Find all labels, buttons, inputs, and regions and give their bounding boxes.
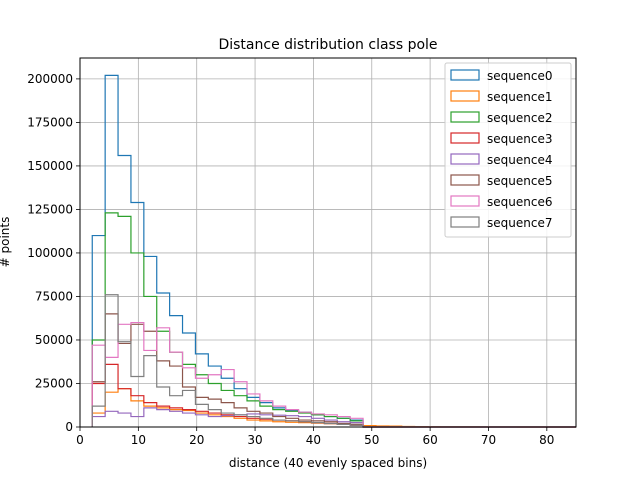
x-tick-label: 80 xyxy=(539,433,554,447)
x-tick-label: 30 xyxy=(247,433,262,447)
grid xyxy=(79,58,576,428)
y-tick-label: 200000 xyxy=(27,72,73,86)
series-sequence6 xyxy=(91,321,576,428)
legend-swatch xyxy=(450,216,480,228)
legend-swatch xyxy=(450,174,480,186)
x-tick-label: 40 xyxy=(306,433,321,447)
legend-entry: sequence3 xyxy=(487,132,552,146)
x-axis-ticks: 0 10 20 30 40 50 60 70 80 xyxy=(76,427,554,447)
x-tick-label: 50 xyxy=(364,433,379,447)
x-tick-label: 10 xyxy=(131,433,146,447)
y-tick-label: 25000 xyxy=(35,376,73,390)
legend-entry: sequence6 xyxy=(487,195,552,209)
legend-swatch xyxy=(450,132,480,144)
y-axis-ticks: 0 25000 50000 75000 100000 125000 150000 175000… xyxy=(27,72,80,434)
legend: sequence0 sequence1 sequence2 sequence3 sequ… xyxy=(444,62,572,238)
y-tick-label: 175000 xyxy=(27,115,73,129)
plot-frame xyxy=(79,57,577,428)
legend-entry: sequence4 xyxy=(487,153,552,167)
legend-entry: sequence1 xyxy=(487,90,552,104)
y-tick-label: 125000 xyxy=(27,202,73,216)
legend-entry: sequence5 xyxy=(487,174,552,188)
series-sequence2 xyxy=(91,212,576,428)
x-tick-label: 70 xyxy=(481,433,496,447)
x-tick-label: 20 xyxy=(189,433,204,447)
series-sequence3 xyxy=(91,363,576,428)
legend-entry: sequence7 xyxy=(487,216,552,230)
x-axis-label: distance (40 evenly spaced bins) xyxy=(229,456,427,470)
y-tick-label: 100000 xyxy=(27,246,73,260)
legend-swatch xyxy=(450,69,480,81)
y-tick-label: 75000 xyxy=(35,289,73,303)
y-tick-label: 150000 xyxy=(27,159,73,173)
chart-title: Distance distribution class pole xyxy=(218,37,437,53)
legend-box xyxy=(444,62,572,238)
legend-swatch xyxy=(450,153,480,165)
x-tick-label: 60 xyxy=(422,433,437,447)
legend-swatch xyxy=(450,90,480,102)
x-tick-label: 0 xyxy=(76,433,84,447)
y-tick-label: 50000 xyxy=(35,333,73,347)
legend-swatch xyxy=(450,111,480,123)
y-tick-label: 0 xyxy=(65,420,73,434)
legend-entry: sequence0 xyxy=(487,69,552,83)
legend-swatch xyxy=(450,195,480,207)
legend-entry: sequence2 xyxy=(487,111,552,125)
y-axis-label: # points xyxy=(0,217,12,268)
